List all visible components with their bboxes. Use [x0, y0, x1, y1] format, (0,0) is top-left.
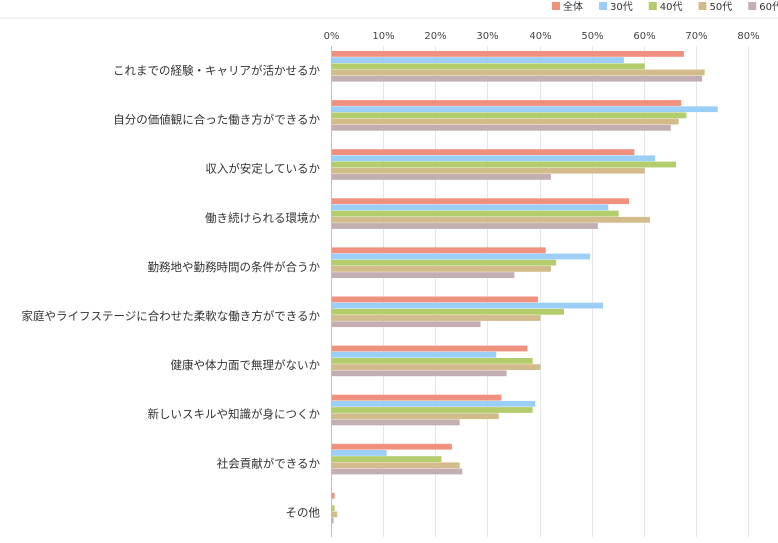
bar-9-3 [332, 511, 338, 518]
bar-5-3 [332, 315, 541, 321]
bar-1-1 [332, 106, 718, 113]
bar-9-2 [332, 505, 335, 512]
category-label-5: 家庭やライフステージに合わせた柔軟な働き方ができるか [21, 309, 320, 323]
category-label-9: その他 [286, 505, 321, 519]
category-label-8: 社会貢献ができるか [217, 456, 321, 470]
bar-1-4 [332, 124, 671, 131]
bar-8-1 [332, 450, 387, 456]
bar-5-2 [332, 308, 564, 315]
bar-6-3 [332, 364, 541, 370]
bar-8-0 [332, 443, 452, 450]
category-label-1: 自分の価値観に合った働き方ができるか [113, 113, 320, 127]
bar-6-0 [332, 345, 528, 352]
bar-7-2 [332, 407, 533, 413]
bar-1-2 [332, 112, 687, 119]
bar-9-4 [332, 517, 334, 524]
bar-3-2 [332, 210, 619, 217]
legend-swatch-4 [748, 2, 757, 10]
legend-swatch-3 [698, 2, 707, 10]
bar-7-0 [332, 394, 502, 401]
x-tick-label-6: 60% [633, 31, 655, 42]
x-tick-label-2: 20% [424, 31, 446, 42]
bar-6-2 [332, 358, 533, 364]
legend-label-4: 60代 [759, 1, 778, 13]
legend-label-0: 全体 [563, 0, 583, 13]
x-tick-label-5: 50% [581, 31, 603, 42]
category-label-6: 健康や体力面で無理がないか [171, 358, 321, 372]
bar-7-3 [332, 413, 499, 420]
bar-1-0 [332, 100, 682, 106]
category-label-2: 収入が安定しているか [205, 162, 320, 176]
x-tick-label-7: 70% [685, 31, 707, 42]
bar-3-1 [332, 204, 609, 211]
bar-4-4 [332, 272, 515, 278]
category-label-7: 新しいスキルや知識が身につくか [148, 407, 321, 421]
legend-swatch-0 [552, 2, 560, 10]
bar-8-2 [332, 456, 442, 462]
x-tick-label-8: 80% [737, 31, 759, 42]
bar-5-1 [332, 302, 604, 309]
legend-label-3: 50代 [709, 1, 732, 13]
legend-swatch-2 [648, 2, 657, 10]
bar-2-4 [332, 174, 551, 180]
bar-3-3 [332, 216, 650, 223]
bar-2-2 [332, 161, 677, 168]
bar-5-4 [332, 321, 481, 328]
bar-3-4 [332, 223, 598, 229]
bar-2-1 [332, 155, 656, 162]
bar-0-2 [332, 63, 645, 70]
bar-4-0 [332, 247, 546, 254]
bar-0-1 [332, 57, 624, 63]
legend-label-1: 30代 [610, 1, 633, 13]
bar-0-0 [332, 51, 684, 57]
x-tick-label-1: 10% [372, 31, 394, 42]
bar-3-0 [332, 198, 630, 205]
bar-2-0 [332, 149, 635, 155]
legend-label-2: 40代 [660, 1, 683, 13]
bar-4-3 [332, 266, 551, 272]
bar-5-0 [332, 296, 538, 303]
bar-6-4 [332, 370, 507, 377]
x-tick-label-0: 0% [324, 31, 340, 42]
category-label-0: これまでの経験・キャリアが活かせるか [113, 64, 320, 78]
category-label-3: 働き続けられる環境か [205, 211, 320, 225]
bar-0-4 [332, 75, 703, 82]
bar-2-3 [332, 167, 645, 174]
bar-8-4 [332, 468, 463, 475]
bar-7-4 [332, 419, 460, 426]
bar-6-1 [332, 351, 497, 358]
legend-swatch-1 [599, 2, 607, 10]
bar-1-3 [332, 118, 679, 125]
bar-4-2 [332, 259, 557, 266]
category-label-4: 勤務地や勤務時間の条件が合うか [148, 260, 321, 274]
x-tick-label-3: 30% [476, 31, 498, 42]
x-tick-label-4: 40% [529, 31, 551, 42]
bar-0-3 [332, 69, 705, 76]
bar-8-3 [332, 462, 460, 469]
bar-7-1 [332, 400, 536, 407]
bar-4-1 [332, 253, 591, 260]
bar-9-0 [332, 492, 335, 499]
